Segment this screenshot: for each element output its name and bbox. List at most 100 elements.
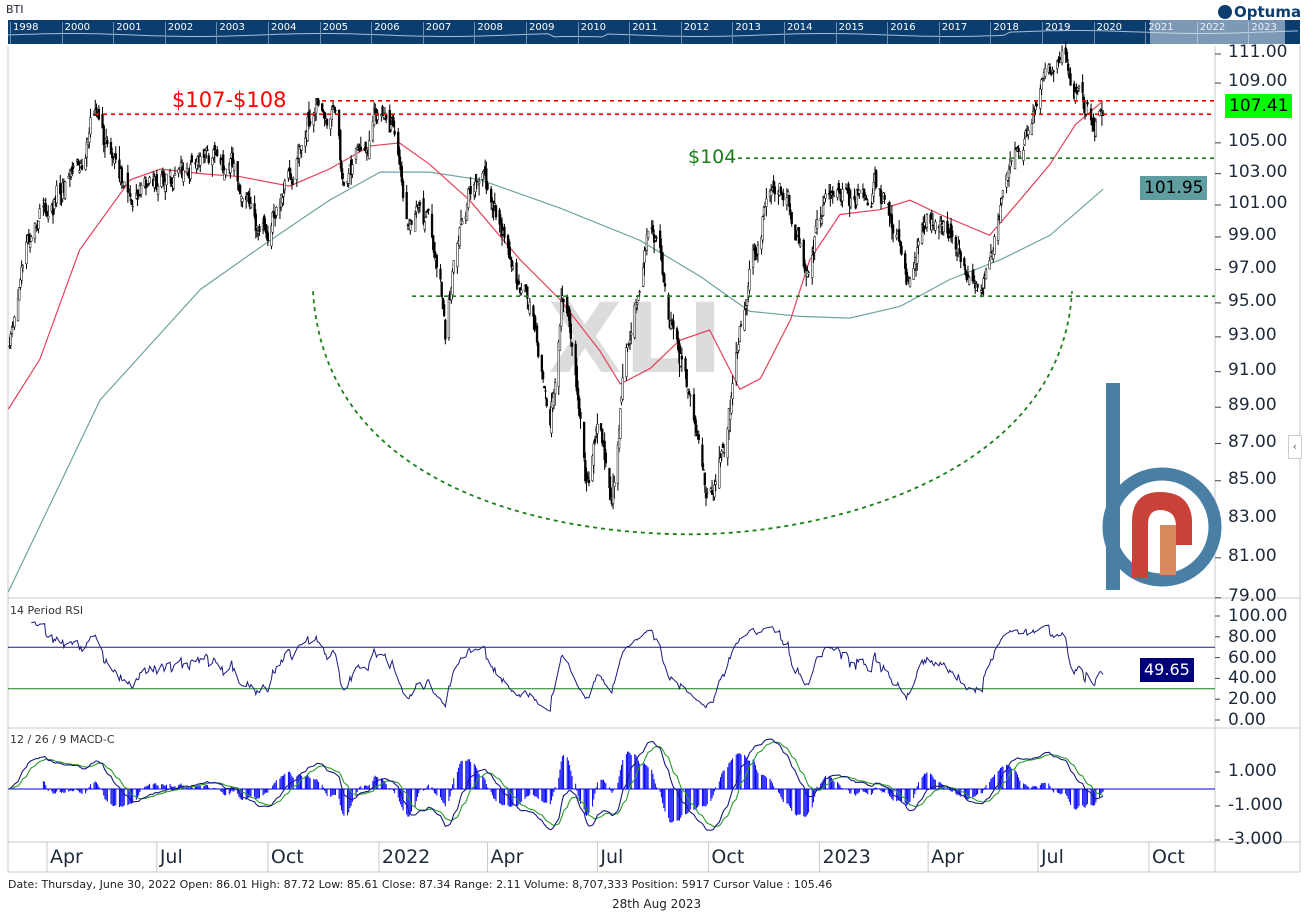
candle-body xyxy=(477,180,481,184)
candle xyxy=(545,397,548,408)
candle xyxy=(393,120,396,137)
candle xyxy=(271,210,274,235)
candle-body xyxy=(127,188,131,191)
navigator-year[interactable]: 2001 xyxy=(113,22,142,44)
candle-body xyxy=(398,149,401,165)
candle-body xyxy=(811,254,814,279)
navigator-year[interactable]: 2008 xyxy=(474,22,503,44)
navigator-year[interactable]: 2019 xyxy=(1042,22,1070,44)
candle xyxy=(820,214,824,226)
navigator-year[interactable]: 2009 xyxy=(526,22,554,44)
candle xyxy=(865,194,868,201)
navigator-selection-handle[interactable] xyxy=(1150,20,1285,44)
candle xyxy=(430,203,434,239)
candle xyxy=(130,198,133,206)
navigator-year[interactable]: 2016 xyxy=(887,22,916,44)
candle-body xyxy=(401,180,405,198)
candle-body xyxy=(560,301,563,328)
candle xyxy=(646,230,650,241)
navigator-year[interactable]: 2004 xyxy=(268,22,296,44)
candle xyxy=(811,246,814,285)
navigator-year[interactable]: 2010 xyxy=(577,22,606,44)
candle xyxy=(444,318,447,345)
candle xyxy=(254,209,257,239)
candle-body xyxy=(544,390,547,392)
candle xyxy=(964,264,967,277)
candle-body xyxy=(44,203,47,214)
candle-body xyxy=(190,155,193,163)
candle xyxy=(129,185,132,202)
navigator-year[interactable]: 2020 xyxy=(1093,22,1122,44)
candle xyxy=(710,480,714,495)
candle-body xyxy=(528,301,531,314)
navigator-year[interactable]: 1998 xyxy=(10,22,38,44)
price-tick-label: 95.00 xyxy=(1228,290,1277,311)
candle xyxy=(10,325,14,338)
candle xyxy=(1077,84,1081,93)
navigator-year[interactable]: 2015 xyxy=(835,22,864,44)
candle xyxy=(1027,126,1030,140)
candle xyxy=(1010,159,1013,166)
candle-body xyxy=(485,168,488,190)
candle-body xyxy=(440,281,443,297)
navigator-year[interactable]: 2012 xyxy=(680,22,709,44)
candle xyxy=(613,475,616,499)
navigator-year[interactable]: 2007 xyxy=(422,22,451,44)
candle-body xyxy=(689,395,692,397)
candle xyxy=(949,217,953,243)
candle xyxy=(1048,63,1052,74)
candle-body xyxy=(855,189,859,206)
candle xyxy=(224,168,227,178)
candle-body xyxy=(199,156,202,166)
candle xyxy=(315,98,318,121)
candle xyxy=(126,164,130,203)
candle-body xyxy=(841,189,844,202)
candle-body xyxy=(609,487,612,498)
candle-body xyxy=(435,255,439,268)
candle xyxy=(266,225,270,247)
candle xyxy=(347,168,350,188)
candle-body xyxy=(630,332,633,336)
collapse-panel-chevron-icon[interactable]: ‹ xyxy=(1288,435,1302,459)
candle-body xyxy=(427,208,430,211)
navigator-year[interactable]: 2018 xyxy=(990,22,1019,44)
candle-body xyxy=(864,196,867,198)
optuma-logo-text: Optuma xyxy=(1234,3,1302,21)
candle-body xyxy=(222,154,225,173)
candle xyxy=(596,413,599,444)
candle-body xyxy=(743,309,746,331)
navigator-year[interactable]: 2005 xyxy=(319,22,348,44)
navigator-year[interactable]: 2013 xyxy=(732,22,761,44)
candle xyxy=(537,341,540,359)
candle-body xyxy=(410,220,413,225)
candle-body xyxy=(993,236,996,255)
candle xyxy=(999,197,1002,223)
candle-body xyxy=(308,120,312,125)
navigator-year[interactable]: 2003 xyxy=(216,22,245,44)
candle xyxy=(685,368,688,389)
candle xyxy=(667,292,670,320)
timeline-navigator[interactable]: 1998 2000 2001 2002 2003 2004 2005 2006 2007 2008… xyxy=(8,20,1300,44)
candle xyxy=(687,388,691,395)
navigator-year[interactable]: 2017 xyxy=(938,22,967,44)
candle xyxy=(317,97,320,107)
candle xyxy=(642,262,645,288)
candle-body xyxy=(553,382,557,395)
short-moving-average-line xyxy=(7,100,1104,410)
candle xyxy=(486,180,489,191)
price-tick-label: 101.00 xyxy=(1228,192,1288,213)
candle-body xyxy=(912,268,915,280)
candle-body xyxy=(295,158,298,180)
candle xyxy=(300,145,303,158)
candle-body xyxy=(1039,88,1042,109)
navigator-year[interactable]: 2011 xyxy=(629,22,658,44)
candle-body xyxy=(821,205,825,216)
price-tick-label: 109.00 xyxy=(1228,71,1288,92)
navigator-year[interactable]: 2002 xyxy=(164,22,193,44)
navigator-year[interactable]: 2014 xyxy=(784,22,812,44)
candle xyxy=(485,161,488,195)
navigator-year[interactable]: 2000 xyxy=(61,22,90,44)
navigator-year[interactable]: 2006 xyxy=(371,22,400,44)
candle xyxy=(452,260,455,275)
